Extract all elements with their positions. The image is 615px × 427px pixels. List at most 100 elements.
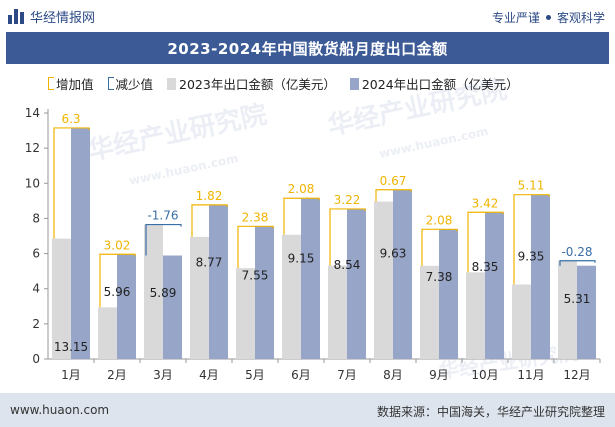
x-tick-label: 4月: [199, 368, 219, 382]
change-label: 0.67: [380, 174, 407, 188]
decrease-bracket: [559, 260, 596, 266]
swatch-2024: [349, 77, 359, 90]
bar-2023: [466, 272, 485, 359]
increase-bracket: [99, 253, 136, 308]
decrease-bracket: [145, 223, 182, 256]
increase-bracket: [513, 194, 550, 285]
bar-2024: [163, 255, 182, 359]
bar-2024: [485, 212, 504, 359]
bullet-icon: [545, 15, 551, 20]
change-label: 3.22: [334, 193, 361, 207]
footer-source: 数据来源：中国海关，华经产业研究院整理: [376, 405, 605, 419]
bar-2023: [98, 307, 117, 359]
x-tick-label: 12月: [563, 368, 590, 382]
legend-decrease: 减少值: [107, 74, 154, 93]
x-tick-label: 7月: [337, 368, 357, 382]
x-tick-label: 2月: [107, 368, 127, 382]
bar-2024: [531, 194, 550, 359]
bar-2023: [144, 224, 163, 359]
bar-2023: [374, 201, 393, 359]
increase-bracket: [237, 225, 274, 269]
watermark-url: www.huaon.com: [128, 151, 240, 188]
legend-increase-label: 增加值: [56, 77, 94, 92]
y-tick-label: 10: [25, 176, 40, 190]
decrease-swatch: [107, 77, 114, 90]
bar-2023: [420, 265, 439, 359]
x-tick-label: 8月: [383, 368, 403, 382]
bar-2023: [190, 236, 209, 359]
value-label-2024: 5.89: [150, 286, 177, 300]
increase-bracket: [375, 189, 412, 202]
change-label: 2.08: [426, 213, 453, 227]
brand-name: 华经情报网: [30, 11, 96, 26]
tagline-2: 客观科学: [556, 11, 605, 25]
x-tick-label: 1月: [61, 368, 81, 382]
increase-bracket: [421, 228, 458, 266]
y-tick-label: 8: [32, 211, 40, 225]
change-label: -0.28: [561, 245, 592, 259]
increase-bracket: [53, 127, 90, 239]
value-label-2024: 5.96: [104, 285, 131, 299]
x-tick-label: 3月: [153, 368, 173, 382]
change-label: 2.38: [242, 210, 269, 224]
bar-2023: [52, 238, 71, 359]
bar-2023: [282, 234, 301, 359]
chart-legend: 增加值 减少值 2023年出口金额（亿美元） 2024年出口金额（亿美元）: [48, 74, 519, 93]
legend-2023-label: 2023年出口金额（亿美元）: [179, 77, 336, 92]
tagline: 专业严谨 客观科学: [492, 9, 605, 26]
x-tick-label: 6月: [291, 368, 311, 382]
x-tick-label: 5月: [245, 368, 265, 382]
bar-2024: [255, 226, 274, 359]
bar-2024: [577, 265, 596, 359]
y-tick-label: 2: [32, 317, 40, 331]
chart-title: 2023-2024年中国散货船月度出口金额: [6, 32, 609, 64]
legend-increase: 增加值: [48, 74, 94, 93]
legend-2024-label: 2024年出口金额（亿美元）: [361, 77, 519, 92]
bar-2024: [117, 254, 136, 359]
value-label-2024: 8.54: [334, 258, 361, 272]
bar-2024: [347, 208, 366, 359]
y-tick-label: 6: [32, 247, 40, 261]
tagline-1: 专业严谨: [491, 11, 540, 25]
y-tick-label: 12: [25, 141, 40, 155]
increase-bracket: [283, 197, 320, 235]
change-label: 6.3: [61, 112, 80, 126]
bar-2024: [71, 127, 90, 359]
bar-2023: [328, 265, 347, 359]
value-label-2024: 9.63: [380, 246, 407, 260]
x-tick-label: 10月: [471, 368, 498, 382]
increase-bracket: [467, 211, 504, 273]
value-label-2024: 8.35: [472, 260, 499, 274]
y-tick-label: 0: [32, 352, 40, 366]
y-tick-label: 4: [32, 282, 40, 296]
bar-2023: [512, 284, 531, 359]
legend-2024: 2024年出口金额（亿美元）: [349, 74, 519, 93]
footer: www.huaon.com 数据来源：中国海关，华经产业研究院整理: [0, 393, 615, 427]
footer-url: www.huaon.com: [10, 403, 110, 417]
bar-2024: [209, 204, 228, 359]
brand-logo-icon: [8, 9, 24, 24]
bar-2024: [301, 198, 320, 359]
change-label: 5.11: [518, 179, 545, 193]
increase-swatch: [48, 77, 54, 90]
chart-plot: 华经产业研究院 华经产业研究院 华经产业研究院 www.huaon.com ww…: [25, 74, 601, 383]
value-label-2024: 7.55: [242, 268, 269, 282]
value-label-2024: 9.15: [288, 252, 315, 266]
change-label: 2.08: [288, 182, 315, 196]
value-label-2024: 9.35: [518, 249, 545, 263]
swatch-2023: [167, 77, 177, 90]
legend-decrease-label: 减少值: [115, 77, 154, 92]
increase-bracket: [329, 208, 366, 266]
header-bar: 华经情报网 专业严谨 客观科学: [0, 0, 615, 32]
watermark-text: 华经产业研究院: [85, 99, 269, 167]
increase-bracket: [191, 204, 228, 237]
change-label: 3.02: [104, 238, 131, 252]
change-label: 3.42: [472, 196, 499, 210]
brand: 华经情报网: [8, 7, 95, 26]
value-label-2024: 13.15: [54, 340, 88, 354]
value-label-2024: 7.38: [426, 270, 453, 284]
x-tick-label: 11月: [517, 368, 544, 382]
bar-2023: [236, 268, 255, 359]
watermark-url: www.huaon.com: [378, 124, 490, 161]
value-label-2024: 5.31: [564, 292, 591, 306]
